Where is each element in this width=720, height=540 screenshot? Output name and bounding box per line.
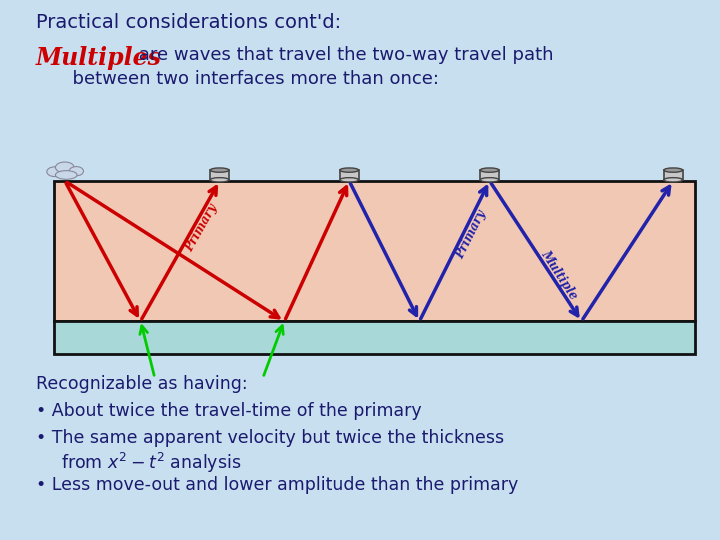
Text: Primary: Primary bbox=[183, 202, 220, 254]
Text: from $x^2 - t^2$ analysis: from $x^2 - t^2$ analysis bbox=[61, 451, 242, 475]
Bar bbox=[664, 170, 683, 180]
Text: Recognizable as having:: Recognizable as having: bbox=[36, 375, 248, 393]
Ellipse shape bbox=[340, 178, 359, 182]
Text: • Less move-out and lower amplitude than the primary: • Less move-out and lower amplitude than… bbox=[36, 476, 518, 494]
Ellipse shape bbox=[55, 171, 77, 179]
Text: Multiple: Multiple bbox=[539, 247, 580, 302]
Ellipse shape bbox=[340, 168, 359, 172]
Ellipse shape bbox=[480, 168, 499, 172]
Bar bbox=[210, 170, 229, 180]
Ellipse shape bbox=[55, 162, 74, 173]
Ellipse shape bbox=[210, 178, 229, 182]
Bar bbox=[480, 170, 499, 180]
Ellipse shape bbox=[47, 167, 63, 177]
Text: Multiples: Multiples bbox=[36, 46, 162, 70]
Ellipse shape bbox=[210, 168, 229, 172]
Text: are waves that travel the two-way travel path: are waves that travel the two-way travel… bbox=[133, 46, 554, 64]
Bar bbox=[340, 170, 359, 180]
Ellipse shape bbox=[69, 166, 84, 176]
Text: Practical considerations cont'd:: Practical considerations cont'd: bbox=[36, 14, 341, 32]
Ellipse shape bbox=[664, 168, 683, 172]
Text: • The same apparent velocity but twice the thickness: • The same apparent velocity but twice t… bbox=[36, 429, 504, 447]
Ellipse shape bbox=[480, 178, 499, 182]
Text: between two interfaces more than once:: between two interfaces more than once: bbox=[61, 70, 439, 88]
Ellipse shape bbox=[664, 178, 683, 182]
Bar bbox=[54, 321, 695, 354]
Bar bbox=[54, 181, 695, 321]
Text: • About twice the travel-time of the primary: • About twice the travel-time of the pri… bbox=[36, 402, 422, 420]
Text: Primary: Primary bbox=[454, 208, 489, 261]
